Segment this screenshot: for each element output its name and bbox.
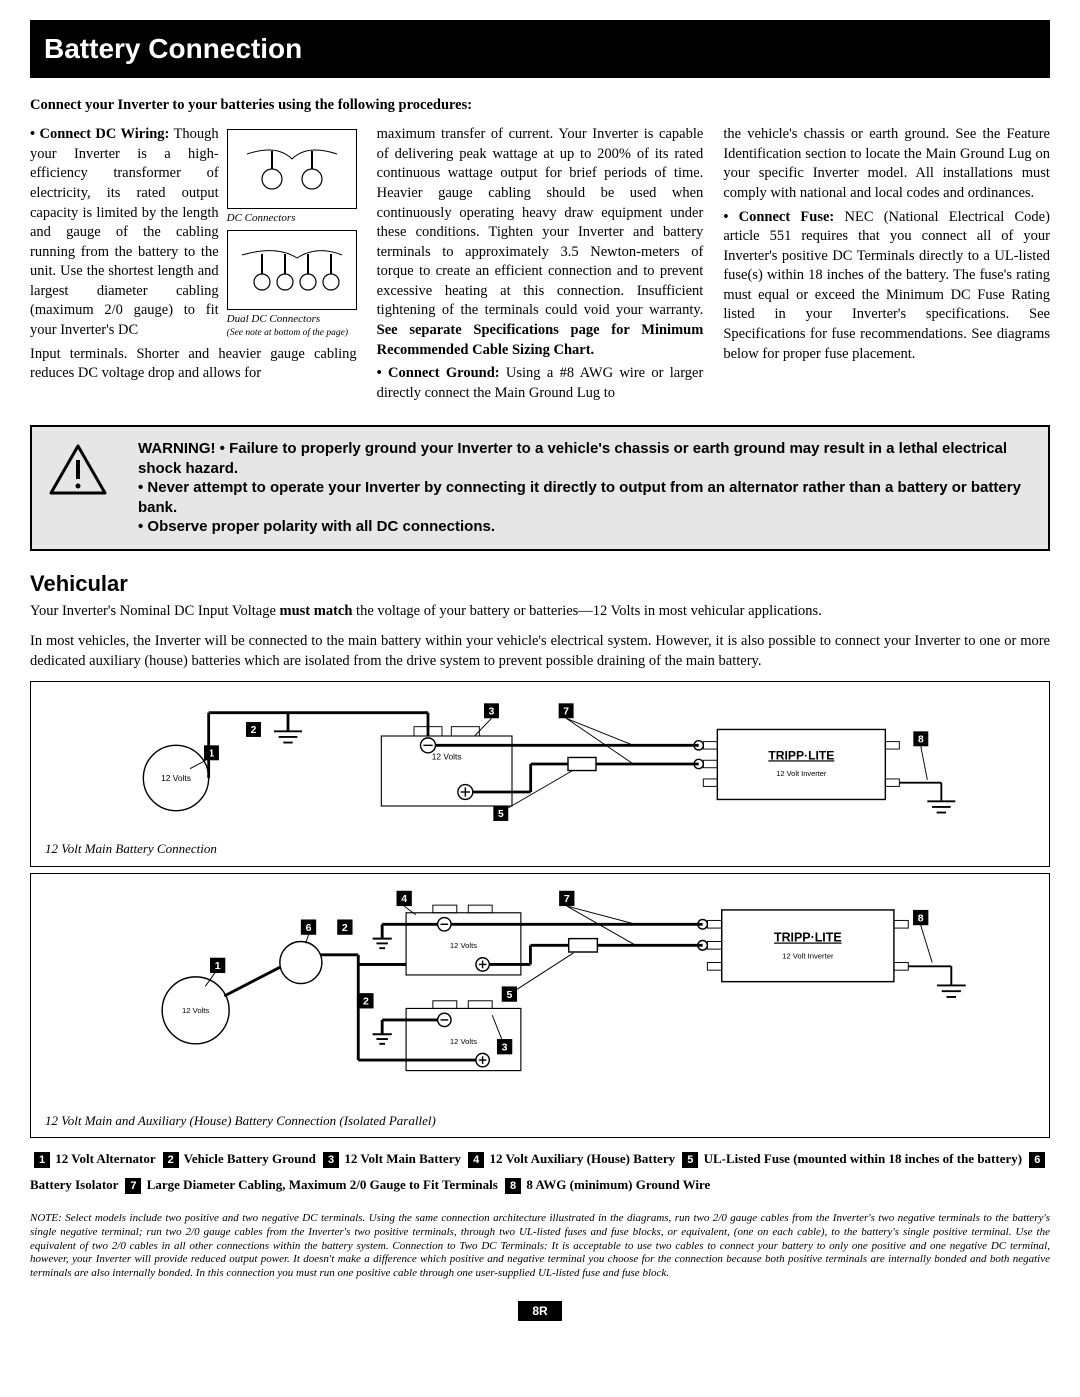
figure-caption-2-sub: (See note at bottom of the page) bbox=[227, 327, 357, 340]
legend-label-1: 12 Volt Alternator bbox=[55, 1151, 155, 1166]
vehicular-para-1b: must match bbox=[280, 603, 353, 619]
bullet-dc-wiring: • Connect DC Wiring: bbox=[30, 126, 169, 142]
legend-num-3: 3 bbox=[323, 1152, 339, 1168]
legend-num-7: 7 bbox=[125, 1178, 141, 1194]
svg-text:12 Volt Inverter: 12 Volt Inverter bbox=[776, 769, 827, 778]
svg-text:8: 8 bbox=[918, 735, 924, 746]
page-title: Battery Connection bbox=[30, 20, 1050, 78]
svg-text:12 Volts: 12 Volts bbox=[432, 751, 462, 761]
svg-text:TRIPP·LITE: TRIPP·LITE bbox=[774, 930, 842, 944]
col2-bold-tail: See separate Specifications page for Min… bbox=[377, 322, 704, 358]
legend-label-8: 8 AWG (minimum) Ground Wire bbox=[526, 1177, 710, 1192]
diagram-2-caption: 12 Volt Main and Auxiliary (House) Batte… bbox=[45, 1112, 1035, 1130]
legend-label-3: 12 Volt Main Battery bbox=[344, 1151, 461, 1166]
legend-label-6: Battery Isolator bbox=[30, 1177, 118, 1192]
svg-text:4: 4 bbox=[401, 893, 407, 905]
vehicular-para-2: In most vehicles, the Inverter will be c… bbox=[30, 632, 1050, 671]
figure-caption-1: DC Connectors bbox=[227, 211, 357, 226]
svg-text:TRIPP·LITE: TRIPP·LITE bbox=[768, 748, 834, 762]
warning-line-1: WARNING! • Failure to properly ground yo… bbox=[138, 439, 1032, 478]
legend-label-2: Vehicle Battery Ground bbox=[184, 1151, 316, 1166]
vehicular-para-1: Your Inverter's Nominal DC Input Voltage… bbox=[30, 602, 1050, 622]
svg-text:3: 3 bbox=[489, 707, 495, 718]
warning-icon bbox=[48, 443, 108, 498]
legend-num-4: 4 bbox=[468, 1152, 484, 1168]
section-heading-vehicular: Vehicular bbox=[30, 569, 1050, 599]
page-number: 8R bbox=[30, 1301, 1050, 1322]
diagram-1-caption: 12 Volt Main Battery Connection bbox=[45, 840, 1035, 858]
figure-dc-connectors bbox=[227, 129, 357, 209]
col3-text2: NEC (National Electrical Code) article 5… bbox=[723, 209, 1050, 362]
svg-text:5: 5 bbox=[498, 809, 504, 820]
svg-text:7: 7 bbox=[564, 893, 570, 905]
svg-text:12 Volts: 12 Volts bbox=[450, 941, 477, 950]
diagram-1-svg: 12 Volts 1 2 12 Volts 3 5 bbox=[45, 694, 1035, 834]
body-columns: DC Connectors Dual DC Connectors (See no… bbox=[30, 125, 1050, 403]
col1-text-a: Though your Inverter is a high-efficienc… bbox=[30, 126, 219, 338]
warning-box: WARNING! • Failure to properly ground yo… bbox=[30, 425, 1050, 551]
svg-text:5: 5 bbox=[506, 989, 512, 1001]
warning-line-2: • Never attempt to operate your Inverter… bbox=[138, 478, 1032, 517]
figure-caption-2: Dual DC Connectors bbox=[227, 312, 357, 327]
svg-text:3: 3 bbox=[502, 1041, 508, 1053]
legend-num-6: 6 bbox=[1029, 1152, 1045, 1168]
legend-label-4: 12 Volt Auxiliary (House) Battery bbox=[489, 1151, 675, 1166]
svg-text:12 Volts: 12 Volts bbox=[182, 1006, 209, 1015]
col2-text: maximum transfer of current. Your Invert… bbox=[377, 126, 704, 318]
svg-text:7: 7 bbox=[563, 707, 569, 718]
legend-num-8: 8 bbox=[505, 1178, 521, 1194]
bullet-ground: • Connect Ground: bbox=[377, 365, 500, 381]
legend-num-2: 2 bbox=[163, 1152, 179, 1168]
legend-num-5: 5 bbox=[682, 1152, 698, 1168]
diagram-2: 12 Volts 1 6 12 Volts 12 Volts bbox=[30, 873, 1050, 1139]
diagram-1: 12 Volts 1 2 12 Volts 3 5 bbox=[30, 681, 1050, 867]
dc-connectors-icon bbox=[237, 139, 347, 199]
vehicular-para-1c: the voltage of your battery or batteries… bbox=[352, 603, 821, 619]
figure-dual-dc-connectors bbox=[227, 230, 357, 310]
col3-text: the vehicle's chassis or earth ground. S… bbox=[723, 125, 1050, 203]
vehicular-para-1a: Your Inverter's Nominal DC Input Voltage bbox=[30, 603, 280, 619]
col1-text-b: Input terminals. Shorter and heavier gau… bbox=[30, 345, 357, 384]
svg-text:12 Volts: 12 Volts bbox=[161, 773, 191, 783]
svg-text:1: 1 bbox=[215, 960, 221, 972]
svg-text:8: 8 bbox=[918, 912, 924, 924]
svg-text:12 Volt Inverter: 12 Volt Inverter bbox=[782, 951, 834, 960]
svg-text:2: 2 bbox=[363, 995, 369, 1007]
legend-label-5: UL-Listed Fuse (mounted within 18 inches… bbox=[704, 1151, 1023, 1166]
bullet-fuse: • Connect Fuse: bbox=[723, 209, 834, 225]
legend-num-1: 1 bbox=[34, 1152, 50, 1168]
diagram-2-svg: 12 Volts 1 6 12 Volts 12 Volts bbox=[45, 886, 1035, 1106]
dual-dc-connectors-icon bbox=[237, 240, 347, 300]
warning-line-3: • Observe proper polarity with all DC co… bbox=[138, 517, 1032, 537]
svg-text:2: 2 bbox=[251, 725, 257, 736]
svg-text:2: 2 bbox=[342, 922, 348, 934]
legend-label-7: Large Diameter Cabling, Maximum 2/0 Gaug… bbox=[147, 1177, 498, 1192]
diagram-legend: 1 12 Volt Alternator 2 Vehicle Battery G… bbox=[30, 1146, 1050, 1198]
intro-text: Connect your Inverter to your batteries … bbox=[30, 96, 1050, 116]
svg-text:12 Volts: 12 Volts bbox=[450, 1036, 477, 1045]
footnote: NOTE: Select models include two positive… bbox=[30, 1212, 1050, 1281]
svg-text:6: 6 bbox=[306, 922, 312, 934]
